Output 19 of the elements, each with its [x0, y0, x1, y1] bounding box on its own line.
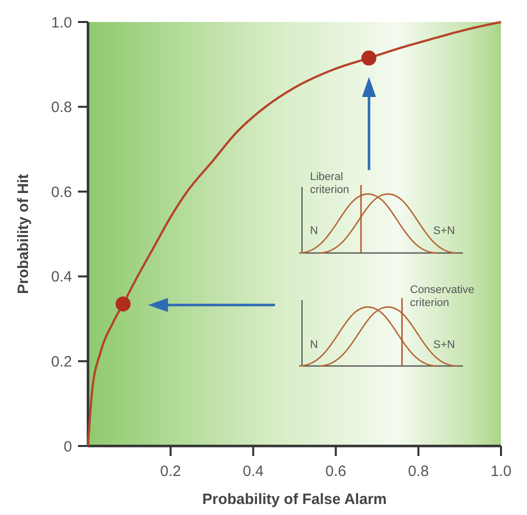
y-tick-label: 1.0 [51, 14, 72, 32]
x-tick-label: 1.0 [490, 463, 512, 480]
y-tick-label: 0 [64, 438, 72, 456]
x-axis-title: Probability of False Alarm [202, 491, 387, 508]
annotation: S+N [433, 339, 456, 351]
x-tick-label: 0.2 [160, 463, 182, 480]
x-tick-label: 0.4 [242, 463, 264, 480]
x-tick-label: 0.8 [408, 463, 429, 480]
annotation: S+N [433, 225, 456, 237]
y-tick-label: 0.6 [51, 184, 72, 201]
annotation: Liberal criterion [310, 171, 350, 196]
y-axis-title: Probability of Hit [15, 174, 32, 294]
annotation: N [310, 225, 318, 237]
x-tick-label: 0.6 [325, 463, 346, 480]
y-tick-label: 0.2 [51, 353, 72, 370]
annotation: N [310, 339, 318, 351]
annotation: Conservative criterion [410, 284, 474, 309]
y-tick-label: 0.4 [51, 268, 72, 286]
y-tick-label: 0.8 [51, 99, 72, 116]
